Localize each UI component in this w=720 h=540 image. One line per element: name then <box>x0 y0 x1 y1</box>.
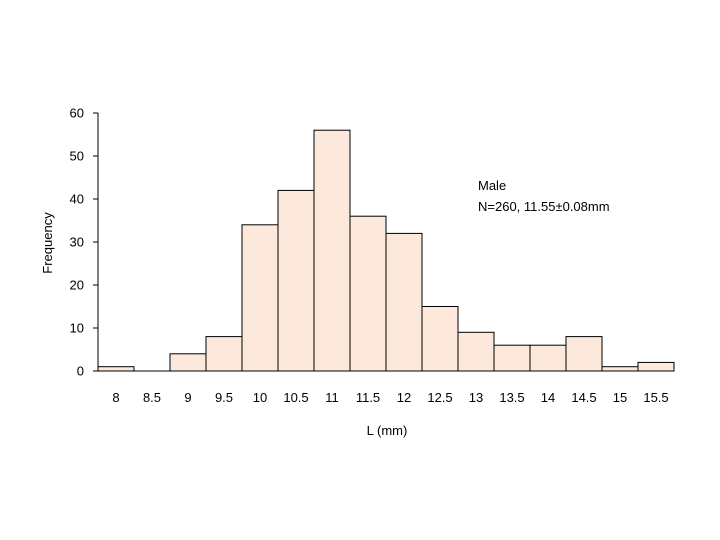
x-tick-label: 9 <box>184 390 191 405</box>
bar-11.5 <box>349 215 387 372</box>
x-tick-label: 11.5 <box>356 390 380 405</box>
bar-10.5 <box>277 189 315 372</box>
x-tick-label: 10.5 <box>283 390 308 405</box>
x-tick-label: 9.5 <box>215 390 233 405</box>
annotation-stats: N=260, 11.55±0.08mm <box>478 199 610 214</box>
x-tick-label: 13 <box>469 390 483 405</box>
y-tick-label: 30 <box>70 235 84 250</box>
bar-10 <box>241 224 279 372</box>
x-tick-label: 13.5 <box>499 390 524 405</box>
y-axis-title: Frequency <box>40 212 55 274</box>
annotation-male: Male <box>478 178 506 193</box>
y-axis: 0 10 20 30 40 50 60 <box>70 106 99 379</box>
bar-15.5 <box>637 361 675 372</box>
x-axis: 8 8.5 9 9.5 10 10.5 11 11.5 12 12.5 13 13.5 14 14.5 15… <box>98 370 674 405</box>
y-tick-label: 0 <box>77 364 84 379</box>
bar-12 <box>385 232 423 372</box>
y-tick-label: 50 <box>70 149 84 164</box>
y-tick-label: 20 <box>70 278 84 293</box>
x-tick-label: 8 <box>112 390 119 405</box>
y-tick-label: 10 <box>70 321 84 336</box>
x-tick-label: 12.5 <box>427 390 452 405</box>
bar-14 <box>529 344 567 372</box>
x-tick-label: 15.5 <box>643 390 668 405</box>
bar-9.5 <box>205 336 243 372</box>
x-tick-label: 11 <box>325 390 339 405</box>
x-tick-label: 10 <box>253 390 267 405</box>
bar-8 <box>97 366 135 372</box>
bar-11 <box>313 129 351 372</box>
y-tick-label: 40 <box>70 192 84 207</box>
bar-12.5 <box>421 306 459 372</box>
x-tick-label: 15 <box>613 390 627 405</box>
bar-13.5 <box>493 344 531 372</box>
x-tick-label: 14.5 <box>571 390 596 405</box>
x-tick-label: 14 <box>541 390 555 405</box>
x-tick-label: 8.5 <box>143 390 161 405</box>
bars-group <box>97 129 675 372</box>
x-axis-title: L (mm) <box>367 423 408 438</box>
bar-13 <box>457 331 495 372</box>
x-tick-label: 12 <box>397 390 411 405</box>
bar-9 <box>169 353 207 372</box>
y-tick-label: 60 <box>70 106 84 121</box>
bar-14.5 <box>565 336 603 372</box>
bar-15 <box>601 366 639 372</box>
